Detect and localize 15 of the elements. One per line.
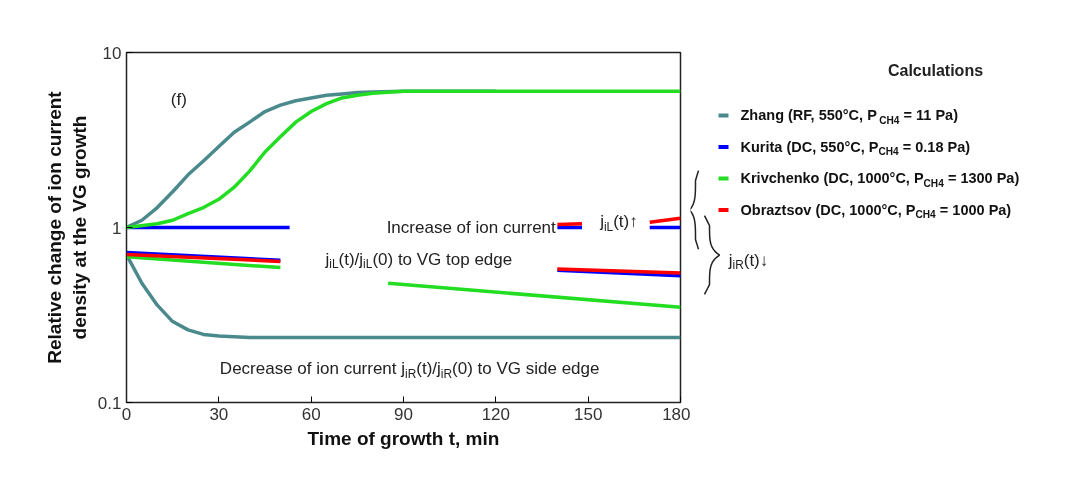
x-tick-label: 90	[394, 404, 413, 424]
y-axis-title: Relative change of ion current density at the VG growth	[43, 90, 90, 364]
legend-title: Calculations	[887, 61, 984, 79]
y-tick-label: 10	[102, 43, 122, 63]
annotation: (f)	[170, 89, 187, 109]
x-tick-label: 180	[662, 404, 691, 424]
x-tick-label: 60	[301, 404, 321, 424]
y-tick-label: 1	[112, 218, 122, 238]
x-tick-label: 150	[573, 404, 603, 424]
x-tick-label: 30	[209, 404, 229, 424]
x-axis-title: Time of growth t, min	[307, 427, 500, 449]
x-tick-label: 120	[481, 404, 511, 424]
y-tick-label: 0.1	[97, 393, 122, 413]
x-tick-label: 0	[121, 404, 132, 424]
annotation: Increase of ion current	[386, 218, 557, 237]
